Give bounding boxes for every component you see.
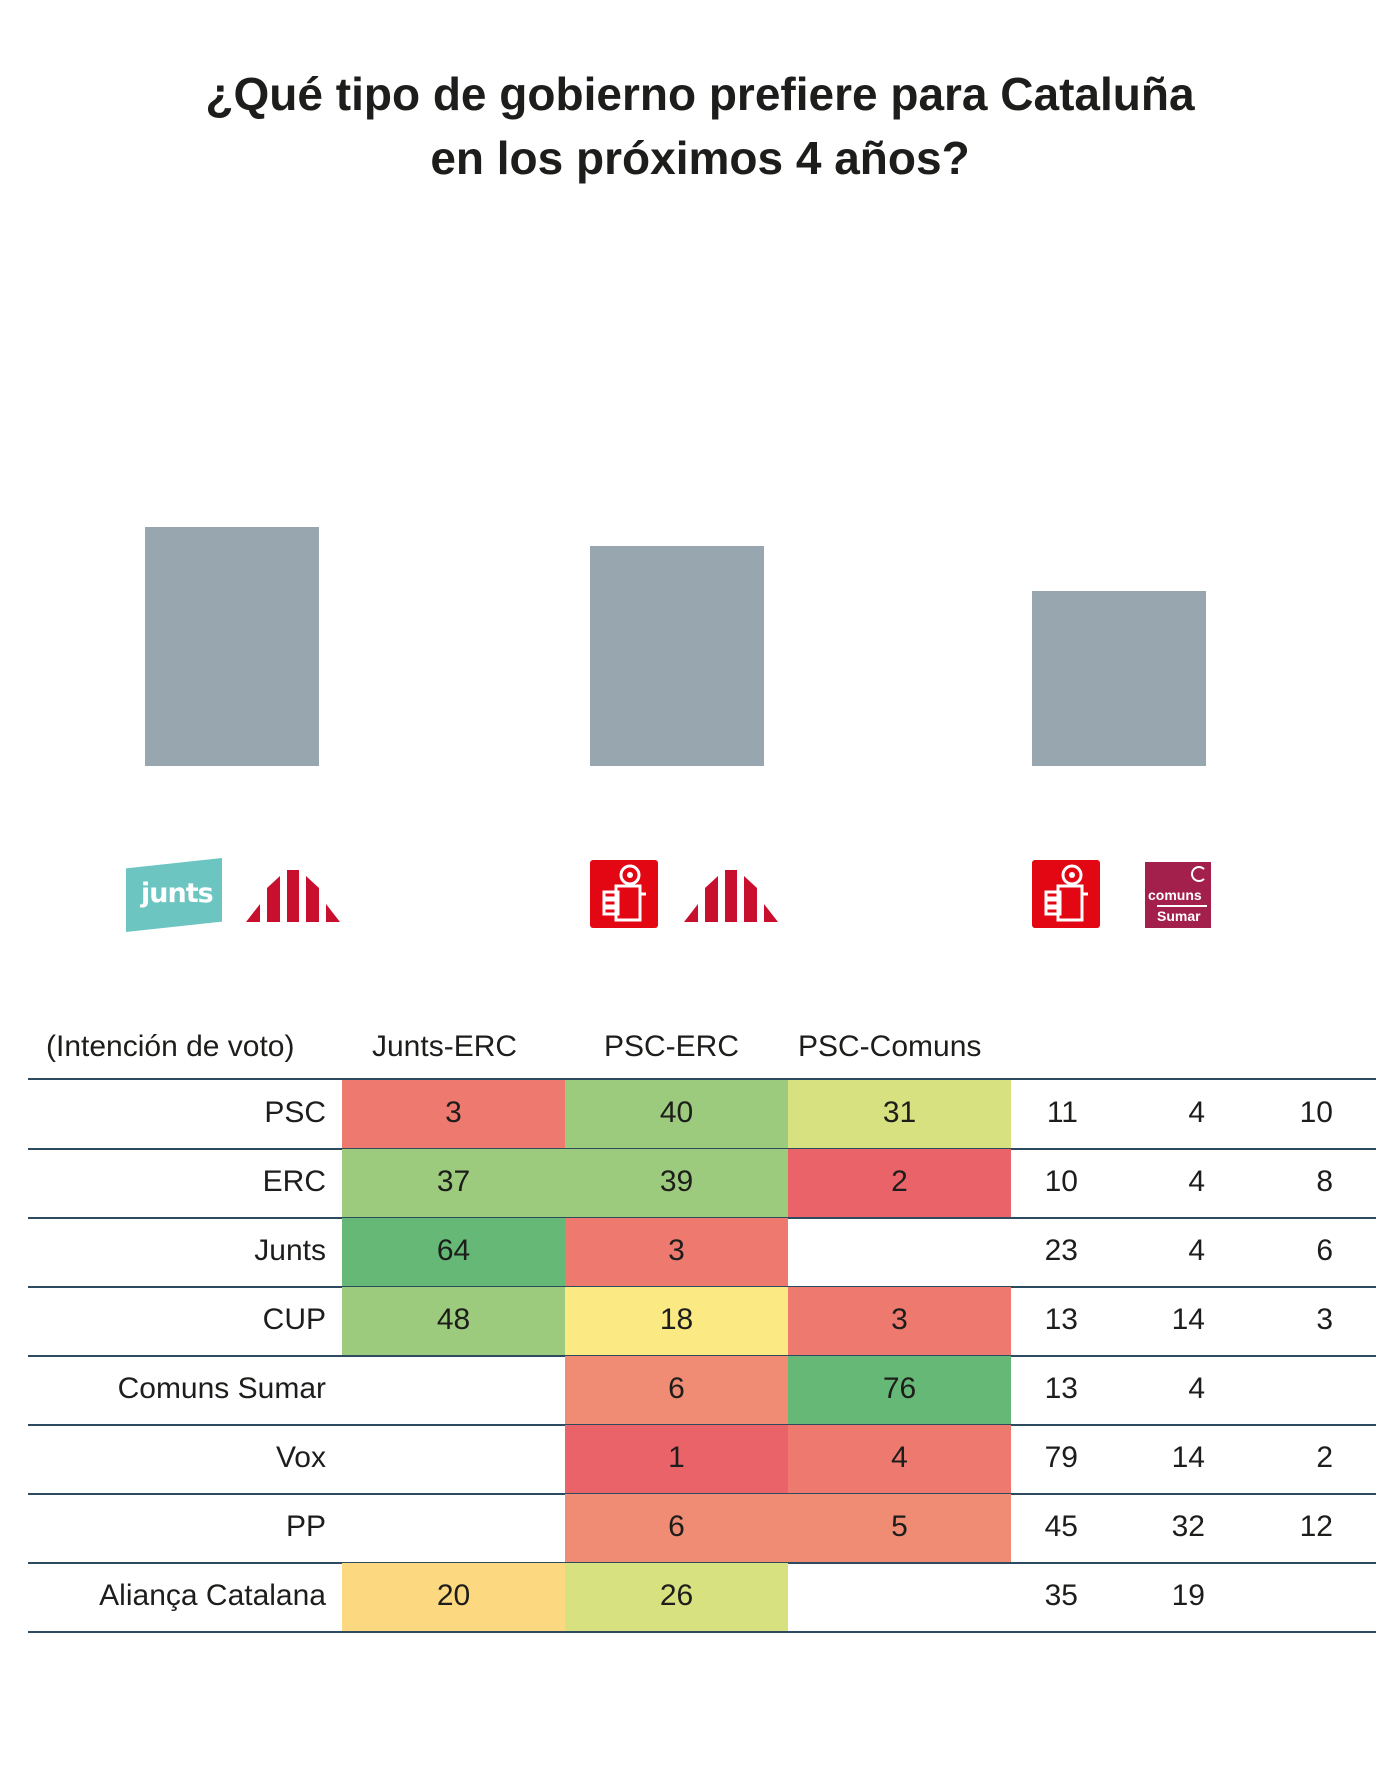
table-row: Junts 64 3 23 4 6 bbox=[28, 1218, 1376, 1286]
comuns-logo-text: comuns bbox=[1148, 887, 1202, 903]
table-cell: 40 bbox=[565, 1080, 788, 1148]
table-header-junts-erc: Junts-ERC bbox=[372, 1030, 518, 1063]
table-row: Aliança Catalana 20 26 35 19 bbox=[28, 1563, 1376, 1631]
table-cell: 23 bbox=[1044, 1234, 1078, 1267]
table-cell: 6 bbox=[1316, 1234, 1333, 1267]
table-cell bbox=[788, 1218, 1011, 1286]
table-cell: 4 bbox=[1188, 1234, 1205, 1267]
comuns-mark-icon bbox=[1191, 866, 1207, 882]
table-cell: 6 bbox=[565, 1356, 788, 1424]
table-row: CUP 48 18 3 13 14 3 bbox=[28, 1287, 1376, 1355]
table-row: PP 6 5 45 32 12 bbox=[28, 1494, 1376, 1562]
title-line-2: en los próximos 4 años? bbox=[430, 132, 970, 184]
table-cell bbox=[342, 1356, 565, 1424]
table-cell: 4 bbox=[1188, 1096, 1205, 1129]
table-cell: 14 bbox=[1171, 1441, 1205, 1474]
table-cell bbox=[788, 1563, 1011, 1631]
table-cell: 10 bbox=[1299, 1096, 1333, 1129]
table-cell: 79 bbox=[1044, 1441, 1078, 1474]
table-cell: 11 bbox=[1046, 1096, 1078, 1129]
psc-logo-2 bbox=[1032, 860, 1100, 928]
row-label: ERC bbox=[262, 1165, 326, 1198]
table-cell: 12 bbox=[1299, 1510, 1333, 1543]
table-cell: 8 bbox=[1316, 1165, 1333, 1198]
table-cell: 3 bbox=[788, 1287, 1011, 1355]
table-cell: 4 bbox=[788, 1425, 1011, 1493]
table-cell: 4 bbox=[1188, 1372, 1205, 1405]
row-label: Aliança Catalana bbox=[99, 1579, 326, 1612]
table-cell: 45 bbox=[1044, 1510, 1078, 1543]
table-cell: 19 bbox=[1171, 1579, 1205, 1612]
table-cell: 5 bbox=[788, 1494, 1011, 1562]
table-row: Vox 1 4 79 14 2 bbox=[28, 1425, 1376, 1493]
table-header-label: (Intención de voto) bbox=[46, 1030, 295, 1063]
table-cell: 18 bbox=[565, 1287, 788, 1355]
table-cell: 6 bbox=[565, 1494, 788, 1562]
table-header-psc-comuns: PSC-Comuns bbox=[798, 1030, 982, 1063]
table-cell: 37 bbox=[342, 1149, 565, 1217]
table-cell: 20 bbox=[342, 1563, 565, 1631]
junts-logo-text: junts bbox=[141, 878, 214, 909]
table-cell: 13 bbox=[1044, 1303, 1078, 1336]
junts-logo: junts bbox=[126, 858, 222, 932]
table-rule bbox=[28, 1078, 1376, 1080]
table-cell: 14 bbox=[1171, 1303, 1205, 1336]
table-cell: 32 bbox=[1171, 1510, 1205, 1543]
table-cell: 64 bbox=[342, 1218, 565, 1286]
table-cell: 13 bbox=[1044, 1372, 1078, 1405]
table-cell: 76 bbox=[788, 1356, 1011, 1424]
table-cell: 2 bbox=[1316, 1441, 1333, 1474]
row-label: CUP bbox=[262, 1303, 326, 1336]
table-cell: 3 bbox=[1316, 1303, 1333, 1336]
row-label: Comuns Sumar bbox=[117, 1372, 326, 1405]
title-line-1: ¿Qué tipo de gobierno prefiere para Cata… bbox=[205, 68, 1195, 120]
psc-logo bbox=[590, 860, 658, 928]
table-cell: 26 bbox=[565, 1563, 788, 1631]
row-label: PSC bbox=[264, 1096, 326, 1129]
table-cell: 10 bbox=[1044, 1165, 1078, 1198]
table-cell: 1 bbox=[565, 1425, 788, 1493]
comuns-sumar-logo: comuns Sumar bbox=[1145, 862, 1211, 928]
table-cell bbox=[342, 1494, 565, 1562]
erc-logo bbox=[246, 866, 340, 922]
erc-logo-2 bbox=[684, 866, 778, 922]
bar-junts-erc bbox=[145, 527, 319, 766]
table-header-psc-erc: PSC-ERC bbox=[604, 1030, 740, 1063]
table-cell: 4 bbox=[1188, 1165, 1205, 1198]
bar-psc-erc bbox=[590, 545, 764, 766]
chart-title: ¿Qué tipo de gobierno prefiere para Cata… bbox=[0, 62, 1400, 190]
table-cell: 48 bbox=[342, 1287, 565, 1355]
table-cell: 2 bbox=[788, 1149, 1011, 1217]
table-cell: 31 bbox=[788, 1080, 1011, 1148]
table-row: Comuns Sumar 6 76 13 4 bbox=[28, 1356, 1376, 1424]
table-cell bbox=[342, 1425, 565, 1493]
row-label: Junts bbox=[254, 1234, 326, 1267]
table-rule bbox=[28, 1631, 1376, 1633]
bar-psc-comuns bbox=[1032, 591, 1206, 766]
table-cell: 3 bbox=[342, 1080, 565, 1148]
table-row: ERC 37 39 2 10 4 8 bbox=[28, 1149, 1376, 1217]
sumar-logo-text: Sumar bbox=[1157, 908, 1201, 924]
table-cell: 39 bbox=[565, 1149, 788, 1217]
table-cell: 3 bbox=[565, 1218, 788, 1286]
table-cell: 35 bbox=[1044, 1579, 1078, 1612]
row-label: Vox bbox=[275, 1441, 326, 1474]
table-row: PSC 3 40 31 11 4 10 bbox=[28, 1080, 1376, 1148]
row-label: PP bbox=[285, 1510, 326, 1543]
